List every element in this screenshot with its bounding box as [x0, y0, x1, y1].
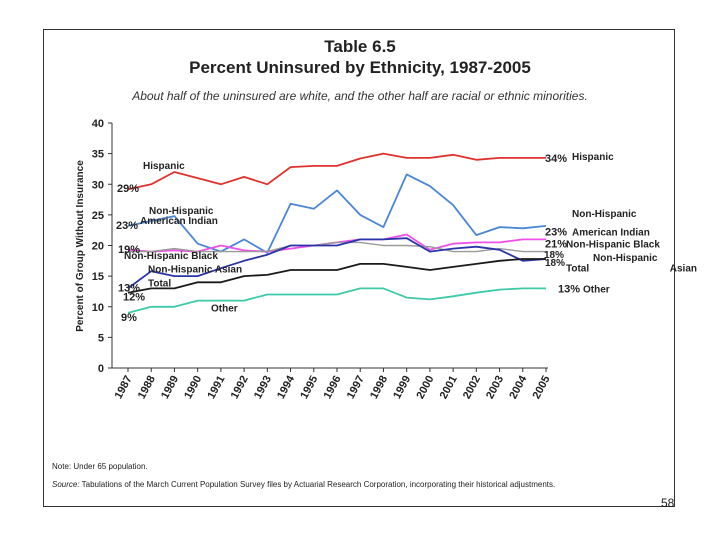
end-name-label: Hispanic — [572, 152, 614, 163]
y-tick-label: 0 — [98, 363, 104, 375]
figure-frame — [43, 29, 675, 507]
x-tick-label: 1990 — [182, 374, 204, 401]
start-value-label: 12% — [123, 292, 145, 304]
series-name-label: Non-Hispanic — [149, 206, 214, 217]
chart-subtitle: Percent Uninsured by Ethnicity, 1987-200… — [189, 58, 531, 77]
x-tick-label: 1992 — [229, 374, 251, 401]
end-name-label: Total — [566, 263, 589, 274]
source-label: Source: — [52, 480, 80, 489]
end-name-label: Other — [583, 284, 610, 295]
end-value-label: 18% — [544, 250, 564, 261]
end-name-label: American Indian — [572, 228, 650, 239]
end-value-label: 13% — [558, 283, 580, 295]
start-value-label: 13% — [118, 282, 140, 294]
series-lines — [127, 152, 547, 314]
chart-note: Note: Under 65 population. — [52, 462, 148, 471]
end-name-label: Asian — [670, 263, 697, 274]
y-tick-label: 30 — [92, 179, 104, 191]
x-tick-label: 2003 — [484, 374, 506, 401]
series-name-label: Other — [211, 304, 238, 315]
y-tick-label: 25 — [92, 210, 104, 222]
x-tick-label: 2001 — [438, 374, 460, 401]
series-line — [127, 173, 547, 254]
x-tick-label: 2005 — [531, 374, 553, 401]
series-name-label: Hispanic — [143, 161, 185, 172]
series-line — [127, 287, 546, 314]
x-tick-label: 1993 — [252, 374, 274, 401]
y-tick-label: 40 — [92, 118, 104, 130]
y-tick-label: 35 — [92, 149, 104, 161]
start-value-label: 29% — [117, 183, 139, 195]
chart-caption: About half of the uninsured are white, a… — [132, 89, 588, 103]
series-line — [128, 241, 546, 253]
chart-title: Table 6.5 — [324, 37, 396, 56]
x-tick-label: 1989 — [159, 374, 181, 401]
x-tick-label: 1997 — [345, 374, 367, 401]
end-value-label: 34% — [545, 153, 567, 165]
end-value-label: 18% — [545, 258, 565, 269]
end-value-label: 21% — [545, 238, 567, 250]
y-tick-label: 5 — [98, 332, 104, 344]
start-value-label: 9% — [121, 312, 137, 324]
x-tick-label: 1994 — [275, 373, 297, 401]
series-name-label: Non-Hispanic Black — [124, 251, 218, 262]
page-number: 58 — [661, 496, 675, 510]
source-text: Tabulations of the March Current Populat… — [81, 480, 556, 489]
x-tick-label: 1988 — [136, 374, 158, 401]
start-value-label: 19% — [118, 244, 140, 256]
end-name-label: Non-Hispanic — [572, 209, 637, 220]
series-line — [127, 258, 546, 294]
x-tick-label: 1995 — [298, 374, 320, 401]
series-line — [127, 237, 547, 290]
x-tick-label: 1987 — [113, 374, 135, 401]
series-name-label: Non-Hispanic Asian — [148, 264, 242, 275]
x-tick-label: 1998 — [368, 374, 390, 401]
x-tick-label: 2002 — [461, 374, 483, 401]
y-tick-label: 15 — [92, 271, 104, 283]
y-tick-label: 10 — [92, 302, 104, 314]
chart-source: Source: Tabulations of the March Current… — [52, 480, 592, 490]
start-value-label: 23% — [116, 220, 138, 232]
end-value-label: 23% — [545, 227, 567, 239]
y-axis-label: Percent of Group Without Insurance — [75, 160, 86, 332]
x-tick-label: 2004 — [507, 373, 529, 401]
x-tick-label: 1996 — [322, 374, 344, 401]
x-tick-label: 1999 — [391, 374, 413, 401]
end-name-label: Non-Hispanic — [593, 253, 658, 264]
end-name-label: Non-Hispanic Black — [566, 239, 660, 250]
x-tick-label: 1991 — [205, 374, 227, 401]
series-name-label: American Indian — [140, 216, 218, 227]
series-labels: 29%23%19%13%12%9%HispanicNon-HispanicAme… — [116, 152, 697, 324]
series-line — [127, 152, 546, 191]
y-tick-label: 20 — [92, 241, 104, 253]
x-tick-label: 2000 — [414, 374, 436, 401]
series-name-label: Total — [148, 278, 171, 289]
